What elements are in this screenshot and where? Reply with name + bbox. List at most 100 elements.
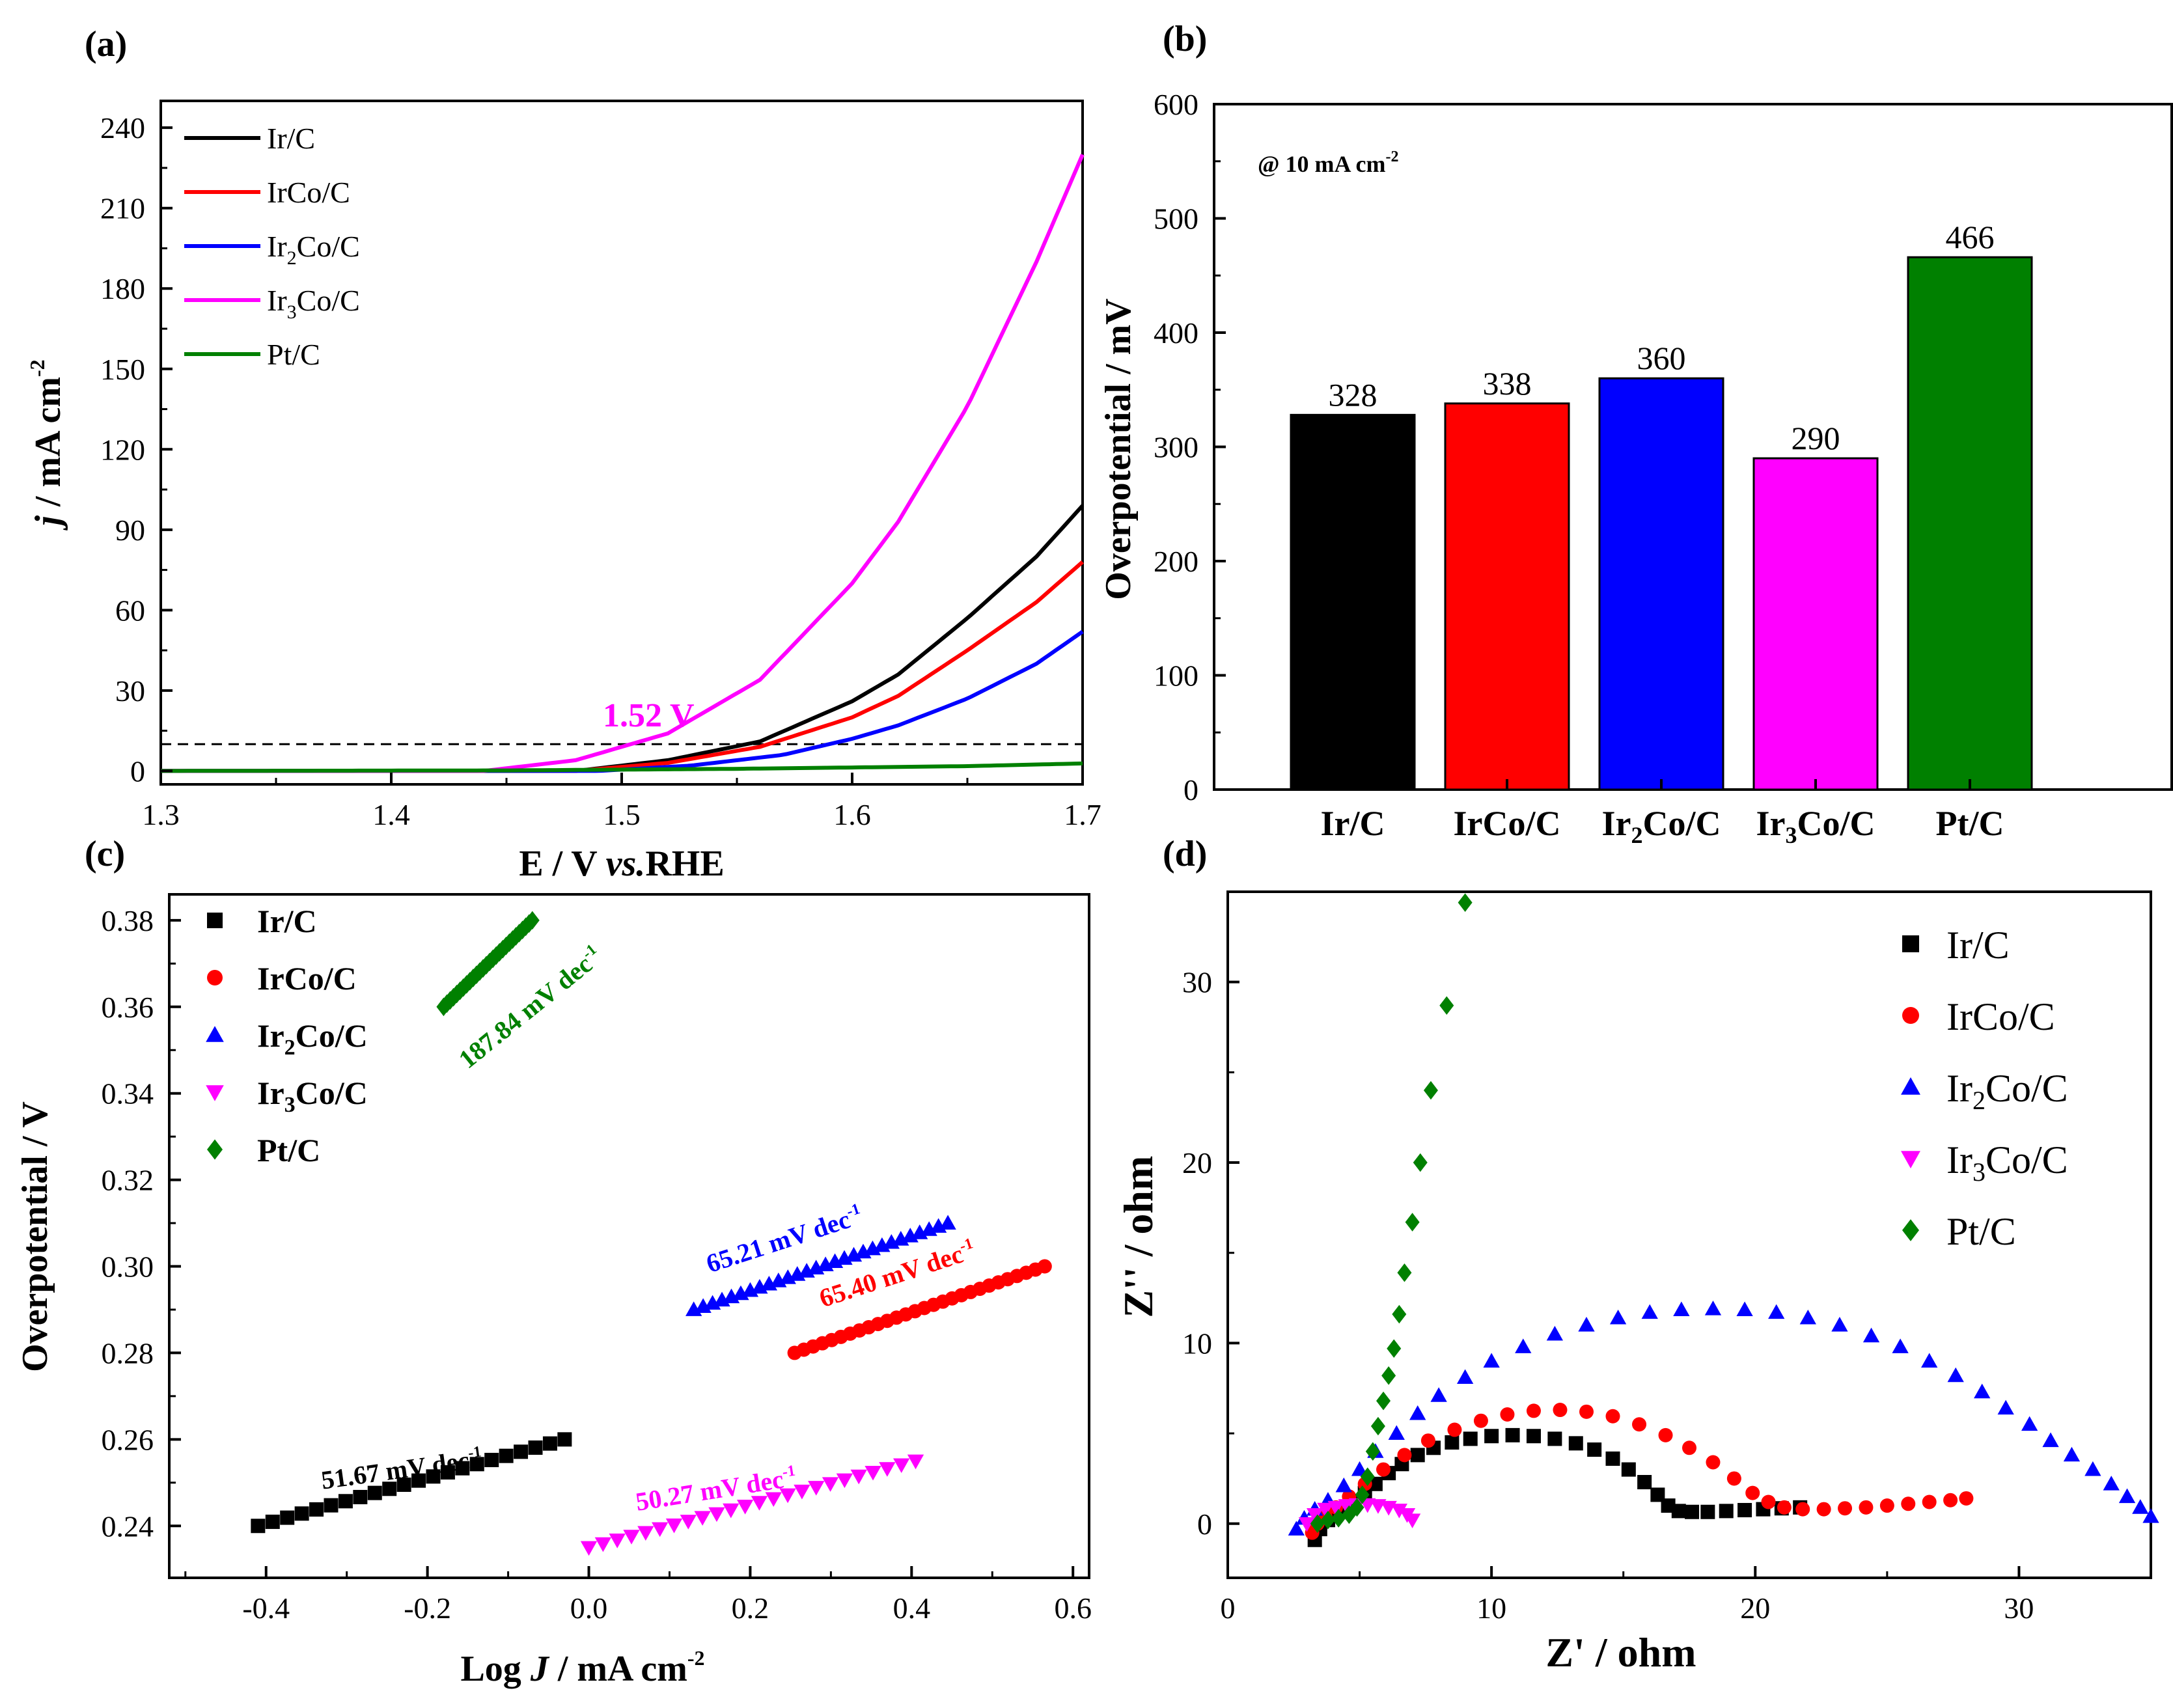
panel-b-bar-value-label: 360 [1637, 340, 1686, 376]
panel-c-point-Ir-C [265, 1514, 280, 1529]
panel-d-point-Ir-C [1445, 1435, 1460, 1450]
panel-d-point-Ir3Co-C [1391, 1504, 1407, 1519]
panel-c-point-Ir-C [440, 1465, 455, 1480]
panel-d-point-Ir2Co-C [2103, 1476, 2120, 1491]
panel-d-point-IrCo-C [1901, 1496, 1916, 1511]
panel-d-point-Ir2Co-C [1641, 1304, 1658, 1319]
panel-c-point-Ir3Co-C [609, 1534, 626, 1549]
panel-d-point-IrCo-C [1706, 1455, 1721, 1470]
panel-b-bar-value-label: 466 [1946, 219, 1995, 255]
panel-d-point-Ir-C [1621, 1462, 1636, 1477]
panel-c-point-Ir-C [499, 1448, 514, 1463]
panel-d-point-Ir2Co-C [1335, 1477, 1352, 1493]
panel-d-point-Pt-C [1376, 1391, 1391, 1411]
panel-a-legend-label: Pt/C [267, 338, 320, 371]
panel-d-point-Ir2Co-C [2084, 1461, 2101, 1476]
panel-d-point-Ir2Co-C [1351, 1461, 1368, 1476]
panel-d-point-Ir2Co-C [1609, 1309, 1627, 1325]
panel-d-point-IrCo-C [1658, 1427, 1673, 1442]
panel-b-category-label: IrCo/C [1454, 804, 1561, 843]
panel-d-point-Pt-C [1392, 1304, 1407, 1324]
panel-d-point-Ir-C [1484, 1429, 1499, 1444]
panel-d-point-Ir-C [1526, 1429, 1541, 1444]
panel-c-point-Ir3Co-C [850, 1469, 867, 1485]
panel-c-point-Ir3Co-C [907, 1454, 924, 1470]
panel-d-point-Pt-C [1458, 893, 1473, 912]
panel-d-xlabel: Z' / ohm [1545, 1629, 1696, 1675]
panel-d-point-IrCo-C [1726, 1471, 1741, 1486]
panel-d-point-Ir3Co-C [1404, 1513, 1421, 1528]
panel-c-ytick-label: 0.24 [102, 1509, 154, 1543]
panel-d-legend-marker [1902, 1007, 1919, 1024]
panel-c-point-Ir3Co-C [893, 1458, 910, 1473]
panel-a-legend-label: Ir2Co/C [267, 230, 360, 269]
panel-a-ylabel: j / mA cm-2 [25, 359, 68, 530]
panel-d-point-Ir2Co-C [1673, 1301, 1690, 1317]
panel-d-point-Ir-C [1587, 1442, 1602, 1457]
panel-d: (d) 0 10 20 30 0 10 20 30 Ir/C IrCo/C Ir2Co/C Ir3C… [1115, 834, 2159, 1675]
panel-d-point-IrCo-C [1553, 1403, 1568, 1418]
panel-d-ytick-label: 0 [1197, 1508, 1212, 1541]
panel-a-ytick-label: 90 [115, 514, 145, 547]
panel-b-ytick-label: 0 [1183, 773, 1198, 806]
panel-b-bar [1444, 402, 1570, 791]
panel-d-point-Ir2Co-C [1483, 1353, 1500, 1368]
panel-c-ytick-label: 0.28 [102, 1336, 154, 1370]
panel-d-point-Pt-C [1365, 1442, 1380, 1461]
panel-d-point-IrCo-C [1376, 1462, 1391, 1477]
panel-d-point-IrCo-C [1838, 1501, 1853, 1516]
panel-d-point-IrCo-C [1859, 1500, 1874, 1515]
panel-c-point-Ir-C [309, 1502, 324, 1517]
panel-c-point-Ir3Co-C [836, 1473, 853, 1489]
panel-c-point-Ir3Co-C [623, 1530, 640, 1545]
panel-d-xtick-label: 0 [1221, 1591, 1236, 1625]
panel-a-xtick-label: 1.3 [142, 798, 180, 831]
panel-c-point-Ir-C [280, 1510, 295, 1525]
panel-d-legend-marker [1902, 1219, 1919, 1241]
panel-c-point-Ir3Co-C [652, 1522, 669, 1537]
panel-d-ylabel: Z'' / ohm [1115, 1156, 1161, 1318]
panel-d-point-IrCo-C [1879, 1498, 1894, 1513]
panel-c-legend-label: Ir2Co/C [257, 1017, 368, 1060]
panel-d-point-Ir2Co-C [1288, 1521, 1305, 1536]
panel-a-xtick-label: 1.7 [1064, 798, 1101, 831]
panel-a-ytick-label: 210 [100, 192, 145, 225]
panel-a-series-IrCo-C [161, 560, 1084, 773]
panel-d-point-Ir-C [1463, 1431, 1478, 1446]
panel-d-point-Pt-C [1355, 1485, 1370, 1504]
panel-c-point-Ir3Co-C [879, 1462, 896, 1477]
panel-d-legend-label: IrCo/C [1946, 995, 2055, 1038]
panel-c-point-Ir3Co-C [808, 1481, 825, 1496]
panel-d-point-Pt-C [1370, 1416, 1385, 1436]
panel-d-point-Pt-C [1405, 1213, 1420, 1232]
panel-a-label: (a) [85, 24, 127, 64]
panel-d-legend-label: Ir/C [1946, 924, 2010, 967]
panel-a-ytick-label: 30 [115, 674, 145, 708]
panel-c-point-Ir3Co-C [594, 1537, 612, 1552]
panel-d-legend-label: Ir2Co/C [1946, 1067, 2068, 1115]
panel-c-xlabel: Log J / mA cm-2 [460, 1646, 704, 1689]
panel-d-point-Ir2Co-C [1862, 1327, 1880, 1343]
panel-d-point-Ir2Co-C [1388, 1425, 1405, 1440]
panel-d-point-Ir2Co-C [1892, 1338, 1909, 1353]
panel-b-ytick-label: 200 [1154, 545, 1198, 578]
panel-c-point-Ir3Co-C [794, 1484, 810, 1500]
panel-d-point-IrCo-C [1605, 1409, 1620, 1424]
panel-c-legend-marker [206, 1026, 224, 1042]
panel-b-category-label: Pt/C [1936, 804, 2004, 843]
panel-d-point-IrCo-C [1943, 1493, 1958, 1508]
panel-d-legend-marker [1902, 935, 1919, 952]
panel-d-point-IrCo-C [1473, 1413, 1488, 1428]
panel-d-point-Ir-C [1547, 1431, 1562, 1446]
panel-d-point-Ir2Co-C [1430, 1387, 1447, 1402]
panel-d-point-Pt-C [1413, 1153, 1428, 1172]
panel-d-point-IrCo-C [1777, 1500, 1792, 1515]
panel-b-category-label: Ir/C [1321, 804, 1385, 843]
panel-d-point-IrCo-C [1579, 1404, 1594, 1419]
panel-c-ytick-label: 0.38 [102, 904, 154, 937]
panel-d-point-Ir-C [1737, 1502, 1752, 1517]
panel-d-point-Ir2Co-C [1456, 1369, 1474, 1384]
panel-d-point-Ir2Co-C [2132, 1499, 2149, 1514]
panel-d-point-Pt-C [1310, 1514, 1325, 1534]
